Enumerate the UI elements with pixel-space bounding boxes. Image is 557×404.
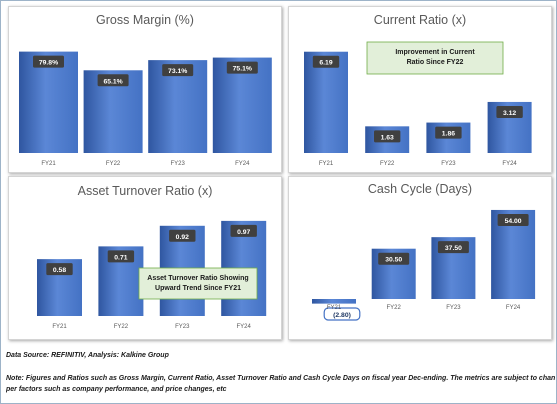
cash-cycle-value-label-fy24: 54.00 (505, 218, 522, 225)
gross-margin-title: Gross Margin (%) (96, 13, 194, 27)
asset-turnover-value-label-fy22: 0.71 (114, 254, 127, 261)
gross-margin-chart: Gross Margin (%) 79.8% FY21 65.1% FY22 73.1% F… (8, 6, 282, 173)
gross-margin-tick-fy23: FY23 (171, 161, 186, 167)
cash-cycle-value-label-fy22: 30.50 (385, 257, 402, 264)
current-ratio-value-label-bg-fy24 (496, 105, 523, 118)
cash-cycle-value-label-bg-fy22 (378, 252, 410, 265)
current-ratio-bar-fy21 (304, 51, 348, 153)
cash-cycle-tick-fy24: FY24 (506, 305, 521, 311)
cash-cycle-value-label-bg-fy21 (323, 307, 361, 321)
current-ratio-chart: Current Ratio (x) 6.19 FY21 1.63 FY22 1.86 FY2… (288, 6, 552, 173)
gross-margin-tick-fy24: FY24 (235, 161, 250, 167)
gross-margin-tick-fy21: FY21 (41, 161, 56, 167)
cash-cycle-value-label-bg-fy24 (497, 213, 529, 226)
cash-cycle-chart-svg: Cash Cycle (Days) (2.80)FY21 30.50 FY22 37.5… (312, 182, 536, 321)
gross-margin-chart-svg: Gross Margin (%) 79.8% FY21 65.1% FY22 73.1% F… (19, 13, 272, 167)
asset-turnover-callout-box (138, 267, 258, 300)
gross-margin-value-label-bg-fy21 (33, 55, 64, 68)
current-ratio-tick-fy24: FY24 (502, 161, 517, 167)
note-line-1: Note: Figures and Ratios such as Gross M… (6, 375, 555, 382)
current-ratio-value-label-fy22: 1.63 (381, 134, 394, 141)
cash-cycle-tick-fy22: FY22 (387, 305, 402, 311)
current-ratio-tick-fy22: FY22 (380, 161, 395, 167)
cash-cycle-tick-fy23: FY23 (446, 305, 461, 311)
cash-cycle-value-label-fy23: 37.50 (445, 245, 462, 252)
data-source-text: Data Source: REFINITIV, Analysis: Kalkin… (6, 352, 169, 359)
current-ratio-value-label-bg-fy22 (374, 130, 401, 143)
gross-margin-tick-fy22: FY22 (106, 161, 121, 167)
cash-cycle-bar-fy21 (312, 299, 356, 304)
asset-turnover-tick-fy23: FY23 (175, 324, 190, 330)
asset-turnover-value-label-bg-fy23 (169, 229, 196, 242)
gross-margin-bar-fy21 (19, 51, 78, 154)
cash-cycle-title: Cash Cycle (Days) (368, 182, 472, 196)
current-ratio-title: Current Ratio (x) (374, 13, 466, 27)
current-ratio-value-label-bg-fy21 (312, 55, 340, 68)
gross-margin-value-label-fy23: 73.1% (168, 68, 187, 75)
asset-turnover-tick-fy21: FY21 (52, 324, 67, 330)
gross-margin-value-label-bg-fy24 (226, 61, 258, 74)
cash-cycle-tick-fy21: FY21 (327, 305, 342, 311)
current-ratio-callout-line-1: Improvement in Current (395, 49, 475, 56)
asset-turnover-value-label-bg-fy21 (46, 263, 73, 276)
current-ratio-callout-line-2: Ratio Since FY22 (407, 59, 464, 66)
current-ratio-value-label-fy24: 3.12 (503, 110, 516, 117)
asset-turnover-value-label-bg-fy22 (107, 250, 135, 263)
gross-margin-value-label-fy21: 79.8% (39, 60, 58, 67)
asset-turnover-tick-fy24: FY24 (237, 324, 252, 330)
asset-turnover-callout-line-1: Asset Turnover Ratio Showing (147, 275, 248, 282)
current-ratio-value-label-bg-fy23 (435, 126, 462, 139)
asset-turnover-callout-line-2: Upward Trend Since FY21 (155, 285, 241, 292)
gross-margin-value-label-bg-fy23 (162, 64, 194, 77)
gross-margin-value-label-bg-fy22 (97, 74, 129, 87)
asset-turnover-value-label-bg-fy24 (230, 224, 257, 237)
current-ratio-callout-box (366, 41, 504, 75)
cash-cycle-value-label-bg-fy23 (437, 241, 469, 254)
gross-margin-value-label-fy24: 75.1% (233, 66, 252, 73)
cash-cycle-chart: Cash Cycle (Days) (2.80) FY21 30.50 FY22 37.5… (288, 176, 552, 340)
current-ratio-value-label-fy21: 6.19 (319, 60, 332, 67)
gross-margin-value-label-fy22: 65.1% (103, 78, 122, 85)
current-ratio-chart-svg: Current Ratio (x) 6.19 FY21 1.63 FY22 1.86 FY2… (304, 13, 532, 167)
asset-turnover-value-label-fy23: 0.92 (176, 234, 189, 241)
asset-turnover-chart: Asset Turnover Ratio (x) 0.58 FY21 0.71 FY22… (8, 176, 282, 340)
current-ratio-value-label-fy23: 1.86 (442, 131, 455, 138)
current-ratio-tick-fy23: FY23 (441, 161, 456, 167)
note-line-2: per factors such as company performance,… (6, 386, 227, 393)
asset-turnover-value-label-fy24: 0.97 (237, 229, 250, 236)
asset-turnover-tick-fy22: FY22 (114, 324, 129, 330)
asset-turnover-value-label-fy21: 0.58 (53, 267, 66, 274)
asset-turnover-title: Asset Turnover Ratio (x) (78, 184, 213, 198)
asset-turnover-chart-svg: Asset Turnover Ratio (x) 0.58 FY21 0.71 FY22… (37, 184, 267, 330)
cash-cycle-value-label-fy21: (2.80) (333, 312, 351, 319)
current-ratio-tick-fy21: FY21 (319, 161, 334, 167)
